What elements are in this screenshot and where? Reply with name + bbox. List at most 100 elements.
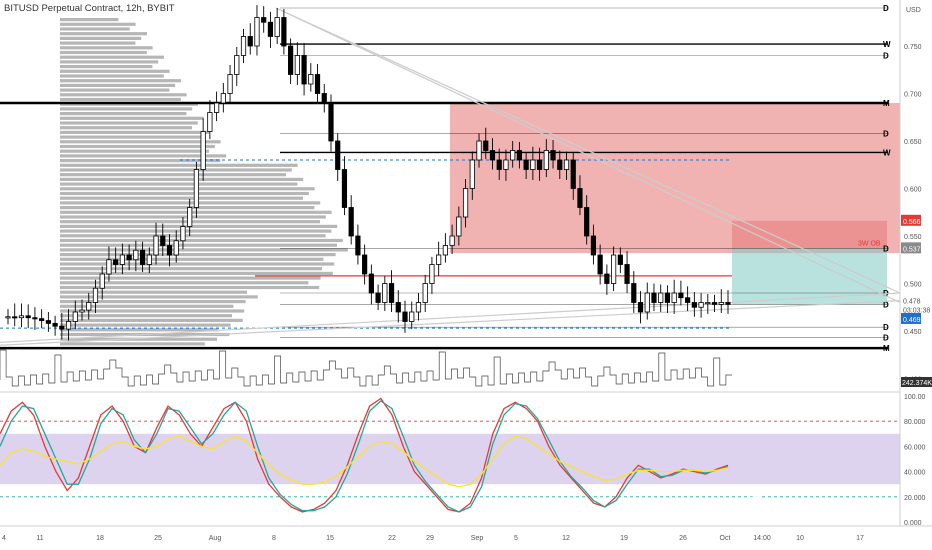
rsi-line (0, 435, 729, 488)
candle-body (624, 264, 630, 284)
profile-bar (60, 271, 333, 275)
profile-bar (60, 248, 348, 252)
candle-body (32, 317, 38, 320)
candle-body (469, 159, 475, 189)
candle-body (584, 207, 590, 237)
axis-bg (900, 0, 932, 550)
candle-body (415, 302, 422, 313)
candle-body (496, 159, 502, 170)
rsi-tick: 100.00 (904, 394, 926, 401)
profile-bar (60, 267, 322, 271)
rsi-tick: 20.000 (904, 495, 926, 502)
level-label: D (883, 334, 889, 343)
profile-bar (60, 121, 198, 125)
candle-body (536, 159, 543, 170)
candle-body (422, 283, 428, 303)
profile-bar (60, 285, 320, 290)
profile-bar (60, 243, 337, 247)
candle-body (139, 249, 146, 265)
candle-body (725, 302, 731, 305)
time-tick: 5 (514, 535, 518, 542)
profile-bar (60, 149, 209, 153)
price-label-bg (901, 242, 921, 254)
profile-bar (60, 328, 219, 332)
level-label: M (883, 99, 890, 108)
candle-body (45, 320, 51, 324)
profile-bar (60, 93, 187, 97)
profile-bar (60, 163, 298, 167)
rsi-tick: 40.000 (904, 470, 926, 477)
profile-bar (60, 50, 147, 55)
candle-body (166, 245, 173, 256)
profile-bar (60, 46, 153, 50)
profile-bar (60, 74, 164, 78)
level-label: D (883, 129, 889, 138)
candle-body (362, 254, 368, 275)
profile-bar (60, 262, 335, 266)
profile-bar (60, 309, 245, 313)
candle-body (395, 302, 401, 313)
profile-bar (60, 290, 247, 294)
profile-bar (60, 154, 227, 158)
time-tick: Oct (720, 535, 731, 542)
candle-body (348, 207, 354, 237)
profile-bar (60, 32, 147, 36)
profile-bar (60, 191, 309, 196)
profile-bar (60, 36, 142, 40)
candle-body (254, 17, 260, 47)
price-tick: 0.450 (904, 329, 922, 336)
profile-bar (60, 144, 215, 149)
candle-body (106, 259, 112, 275)
candle-body (429, 264, 435, 284)
level-label: D (883, 323, 889, 332)
candle-body (247, 36, 253, 47)
currency-label: USD (906, 7, 921, 14)
price-tick: 0.600 (904, 187, 922, 194)
time-tick: Aug (209, 535, 222, 542)
candle-body (658, 292, 664, 303)
candle-body (718, 302, 724, 305)
candle-body (294, 55, 300, 75)
candle-body (523, 159, 529, 170)
profile-bar (60, 276, 321, 280)
trend-lines (0, 7, 901, 346)
profile-bar (60, 215, 326, 219)
profile-bar (60, 281, 309, 285)
candle-body (220, 93, 226, 104)
profile-bar (60, 69, 170, 73)
trendline (275, 7, 901, 304)
candle-body (5, 316, 11, 319)
candle-body (449, 235, 455, 246)
candle-body (18, 315, 25, 319)
profile-bar (60, 65, 153, 69)
profile-bar (60, 342, 205, 346)
volume-label: 242.374K (902, 380, 932, 387)
candle-body (557, 159, 563, 170)
candle-body (402, 311, 408, 322)
time-tick: 12 (562, 535, 570, 542)
price-label: 03:03:38 (903, 307, 930, 314)
profile-bar (60, 210, 332, 214)
profile-bar (60, 257, 324, 261)
profile-bar (60, 27, 130, 31)
candle-body (375, 292, 381, 303)
time-tick: 8 (272, 535, 276, 542)
time-tick: 15 (326, 535, 334, 542)
profile-bar (60, 126, 192, 130)
candle-body (314, 74, 321, 94)
rsi-divergence-line (589, 496, 761, 513)
candle-body (301, 55, 307, 85)
candle-body (436, 254, 442, 265)
profile-bar (60, 55, 164, 59)
candle-body (173, 240, 179, 256)
profile-bar (60, 318, 243, 322)
price-label: 0.537 (903, 246, 921, 253)
profile-bar (60, 177, 304, 181)
profile-bar (60, 116, 204, 120)
price-label: 0.566 (903, 219, 921, 226)
candle-body (79, 309, 85, 313)
profile-bar (60, 229, 332, 233)
candle-body (274, 17, 280, 37)
level-lines: DWDMDWDDDDDM (0, 4, 891, 353)
